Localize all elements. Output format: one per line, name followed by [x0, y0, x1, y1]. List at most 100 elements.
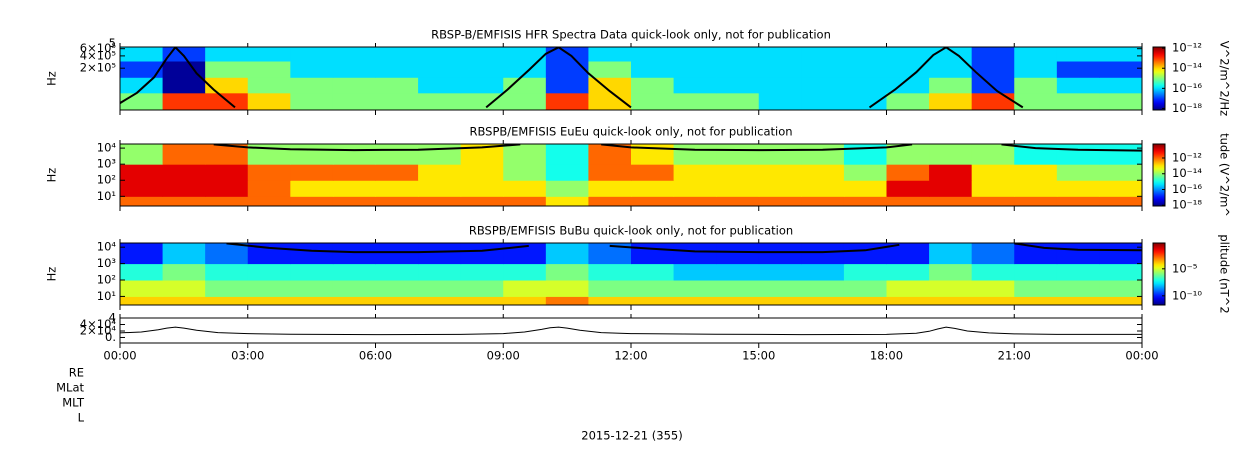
- heatmap-cell: [843, 196, 887, 206]
- heatmap-cell: [801, 164, 845, 181]
- heatmap-cell: [758, 263, 802, 281]
- heatmap-cell: [1056, 243, 1100, 265]
- heatmap-cell: [162, 164, 206, 181]
- heatmap-cell: [1099, 196, 1142, 206]
- y-tick-label: 0.: [105, 330, 116, 344]
- y-tick-label: 10¹: [97, 289, 116, 303]
- heatmap-cell: [120, 180, 164, 197]
- heatmap-cell: [1014, 77, 1058, 94]
- heatmap-cell: [801, 77, 845, 94]
- heatmap-cell: [247, 92, 291, 110]
- heatmap-cell: [290, 196, 334, 206]
- heatmap-cell: [716, 196, 760, 206]
- heatmap-cell: [631, 280, 675, 297]
- y-axis-label: Hz: [45, 168, 59, 183]
- y-tick-label: 10³: [97, 157, 117, 171]
- heatmap-cell: [503, 92, 547, 110]
- heatmap-cell: [332, 164, 376, 181]
- heatmap-cell: [929, 144, 973, 165]
- colorbar-label: plitude (nT^2: [1218, 234, 1232, 313]
- heatmap-cell: [162, 180, 206, 197]
- heatmap-cell: [1099, 243, 1142, 265]
- heatmap-cell: [1014, 280, 1058, 297]
- heatmap-cell: [716, 144, 760, 165]
- ephemeris-label: L: [78, 411, 85, 425]
- colorbar-tick-label: 10⁻¹⁶: [1172, 182, 1202, 196]
- heatmap-cell: [375, 77, 419, 94]
- heatmap-cell: [673, 77, 717, 94]
- heatmap-cell: [801, 47, 845, 62]
- panel-frame: [119, 46, 1143, 111]
- heatmap-cell: [418, 61, 462, 78]
- heatmap-cell: [971, 92, 1015, 110]
- heatmap-cell: [375, 144, 419, 165]
- heatmap-cell: [290, 180, 334, 197]
- heatmap-cell: [1099, 164, 1142, 181]
- heatmap-cell: [716, 180, 760, 197]
- heatmap-cell: [588, 196, 632, 206]
- colorbar-tick-label: 10⁻¹⁶: [1172, 81, 1202, 95]
- heatmap-cell: [631, 61, 675, 78]
- heatmap-cell: [162, 77, 206, 94]
- heatmap-cell: [460, 263, 504, 281]
- heatmap-cell: [162, 61, 206, 78]
- heatmap-cell: [843, 77, 887, 94]
- colorbar-tick-label: 10⁻¹⁴: [1172, 166, 1202, 180]
- panel: RBSPB/EMFISIS EuEu quick-look only, not …: [45, 125, 1232, 217]
- x-tick-label: 03:00: [231, 349, 264, 363]
- heatmap-cell: [205, 47, 249, 62]
- colorbar-tick-label: 10⁻¹⁸: [1172, 101, 1202, 115]
- heatmap-cell: [290, 164, 334, 181]
- colorbar: [1152, 242, 1166, 306]
- heatmap-cell: [332, 77, 376, 94]
- heatmap-cell: [162, 92, 206, 110]
- heatmap-cell: [162, 243, 206, 265]
- heatmap-cell: [843, 92, 887, 110]
- heatmap-cell: [460, 144, 504, 165]
- ephemeris-label: RE: [69, 366, 84, 380]
- heatmap-cell: [375, 92, 419, 110]
- heatmap-cell: [886, 280, 930, 297]
- heatmap-cell: [631, 164, 675, 181]
- colorbar-tick-label: 10⁻⁵: [1172, 261, 1198, 275]
- heatmap-cell: [418, 263, 462, 281]
- heatmap-cell: [460, 296, 504, 305]
- heatmap-cell: [758, 243, 802, 265]
- heatmap-cell: [886, 92, 930, 110]
- heatmap-cell: [503, 61, 547, 78]
- heatmap-cell: [120, 164, 164, 181]
- y-axis-label: Hz: [45, 71, 59, 86]
- heatmap-cell: [886, 144, 930, 165]
- heatmap-cell: [503, 263, 547, 281]
- plot-area: [120, 243, 1142, 305]
- heatmap-cell: [1056, 164, 1100, 181]
- heatmap-cell: [460, 92, 504, 110]
- heatmap-cell: [673, 180, 717, 197]
- heatmap-cell: [673, 280, 717, 297]
- heatmap-cell: [886, 263, 930, 281]
- heatmap-cell: [631, 47, 675, 62]
- heatmap-cell: [588, 243, 632, 265]
- heatmap-cell: [375, 164, 419, 181]
- heatmap-cell: [929, 77, 973, 94]
- heatmap-cell: [162, 144, 206, 165]
- heatmap-cell: [503, 164, 547, 181]
- heatmap-cell: [247, 296, 291, 305]
- heatmap-cell: [886, 180, 930, 197]
- x-axis-label: 2015-12-21 (355): [581, 429, 682, 443]
- heatmap-cell: [1099, 296, 1142, 305]
- heatmap-cell: [120, 92, 164, 110]
- heatmap-cell: [1056, 92, 1100, 110]
- heatmap-cell: [1099, 77, 1142, 94]
- heatmap-cell: [886, 164, 930, 181]
- heatmap-cell: [758, 180, 802, 197]
- heatmap-cell: [162, 296, 206, 305]
- heatmap-cell: [929, 263, 973, 281]
- heatmap-cell: [843, 263, 887, 281]
- heatmap-cell: [503, 47, 547, 62]
- heatmap-cell: [971, 180, 1015, 197]
- heatmap-cell: [120, 196, 164, 206]
- heatmap-cell: [588, 263, 632, 281]
- heatmap-cell: [631, 296, 675, 305]
- heatmap-cell: [290, 77, 334, 94]
